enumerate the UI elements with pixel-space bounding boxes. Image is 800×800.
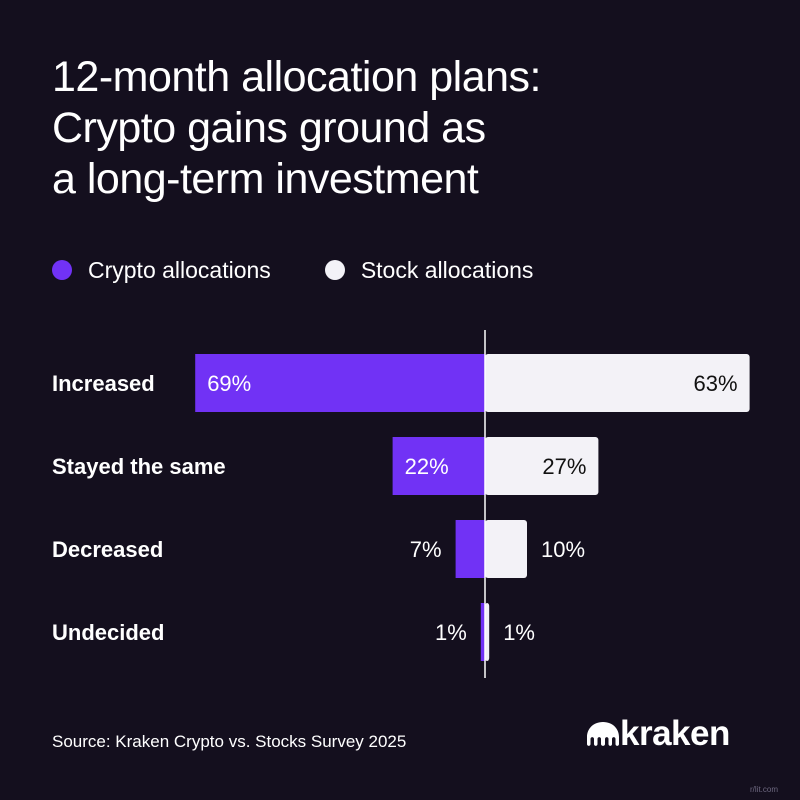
crypto-bar — [392, 437, 485, 495]
legend-swatch-crypto — [52, 260, 72, 280]
crypto-bar — [195, 354, 485, 412]
stock-value-label: 10% — [541, 537, 585, 562]
crypto-value-label: 7% — [410, 537, 442, 562]
stock-bar — [485, 520, 527, 578]
stock-bar — [485, 354, 750, 412]
watermark: r/lit.com — [750, 785, 778, 794]
category-label: Undecided — [52, 620, 164, 645]
title-line-2: Crypto gains ground as — [52, 104, 486, 152]
title-line-3: a long-term investment — [52, 155, 479, 203]
logo-wordmark: kraken — [620, 714, 730, 753]
title-line-1: 12-month allocation plans: — [52, 53, 541, 101]
chart-legend: Crypto allocations Stock allocations — [52, 254, 587, 286]
chart-title: 12-month allocation plans: Crypto gains … — [52, 52, 752, 205]
category-label: Stayed the same — [52, 454, 226, 479]
stock-value-label: 27% — [542, 454, 586, 479]
legend-item-stock: Stock allocations — [324, 256, 534, 284]
stock-bar — [485, 437, 599, 495]
category-label: Increased — [52, 371, 155, 396]
crypto-value-label: 69% — [207, 371, 251, 396]
kraken-logo-icon — [587, 722, 619, 746]
crypto-value-label: 22% — [405, 454, 449, 479]
crypto-bar — [455, 520, 485, 578]
legend-item-crypto: Crypto allocations — [52, 257, 271, 284]
legend-label-stock: Stock allocations — [360, 256, 534, 283]
category-label: Decreased — [52, 537, 163, 562]
stock-bar — [485, 603, 490, 661]
crypto-bar — [480, 603, 485, 661]
stock-value-label: 1% — [503, 620, 535, 645]
legend-label-crypto: Crypto allocations — [88, 256, 271, 283]
stock-value-label: 63% — [694, 371, 738, 396]
crypto-value-label: 1% — [435, 620, 467, 645]
kraken-logo: kraken — [586, 714, 730, 754]
legend-swatch-stock — [324, 260, 345, 280]
source-note: Source: Kraken Crypto vs. Stocks Survey … — [52, 732, 407, 751]
diverging-bar-chart: Increased 69% 63% Stayed the same 22% 27% Decr… — [52, 330, 750, 678]
